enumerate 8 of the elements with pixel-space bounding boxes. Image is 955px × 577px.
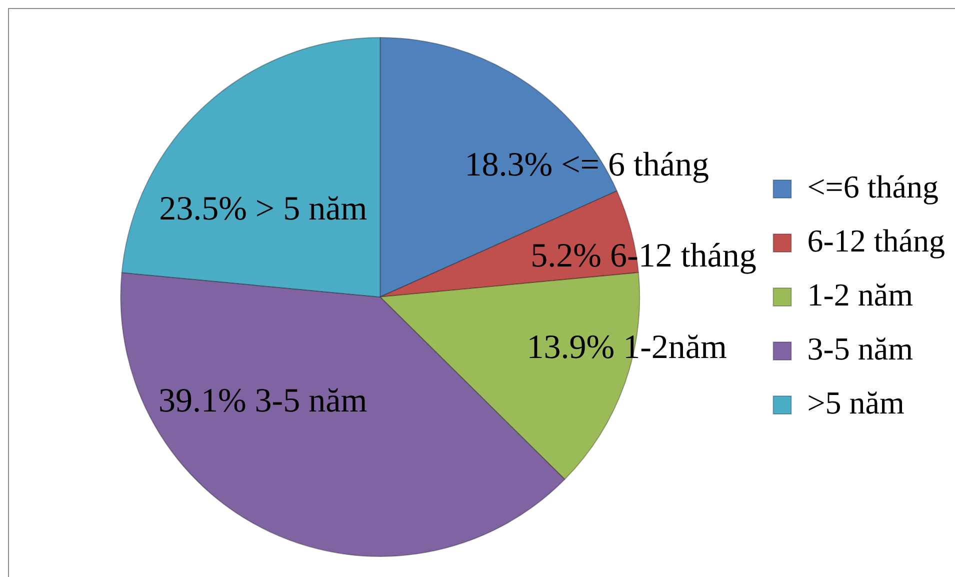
data-label: 18.3% <= 6 tháng	[464, 146, 710, 184]
legend-label: <=6 tháng	[807, 168, 938, 204]
legend-label: 6-12 tháng	[807, 222, 945, 258]
data-label: 39.1% 3-5 năm	[158, 382, 368, 420]
legend-label: 3-5 năm	[807, 330, 914, 366]
legend-label: >5 năm	[807, 384, 904, 420]
data-label: 23.5% > 5 năm	[159, 190, 368, 228]
legend-label: 1-2 năm	[807, 276, 914, 312]
